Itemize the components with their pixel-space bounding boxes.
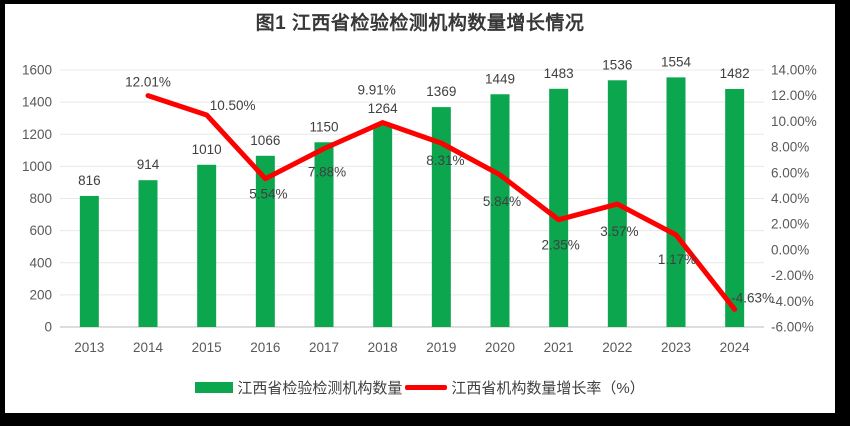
chart-title: 图1 江西省检验检测机构数量增长情况 [255,13,585,34]
right-axis-tick-label: 6.00% [771,165,809,180]
bar-value-label: 1264 [368,101,399,116]
bar-value-label: 1066 [250,133,280,148]
right-axis-tick-label: 0.00% [771,242,809,257]
right-axis-tick-label: 4.00% [771,191,809,206]
bar-2021 [549,88,569,327]
growth-rate-label: 8.31% [426,153,464,168]
growth-rate-label: 5.84% [483,194,521,209]
bar-value-label: 1010 [192,142,222,157]
growth-rate-label: 10.50% [210,98,256,113]
x-axis-tick-label: 2019 [426,340,456,355]
bar-value-label: 1554 [661,54,692,69]
right-axis-tick-label: -6.00% [771,320,814,335]
growth-rate-label: 9.91% [358,83,396,98]
bar-2018 [373,123,393,327]
x-axis-tick-label: 2023 [661,340,691,355]
growth-rate-label: 1.17% [658,252,696,267]
bar-value-label: 1482 [720,66,750,81]
x-axis-tick-label: 2018 [368,340,398,355]
bar-series-swatch [195,382,234,393]
left-axis-tick-label: 600 [29,223,52,238]
x-axis-tick-label: 2022 [602,340,632,355]
bar-series-label: 江西省检验检测机构数量 [237,380,403,397]
x-axis-tick-label: 2014 [133,340,164,355]
left-axis-tick-label: 1000 [22,159,52,174]
growth-rate-line [145,93,738,312]
bar-2024 [725,88,745,327]
bar-2019 [431,107,451,328]
left-axis-tick-label: 1600 [22,63,52,78]
left-axis-tick-label: 200 [29,287,52,302]
right-axis-tick-label: -4.00% [771,294,814,309]
x-axis-tick-label: 2015 [192,340,222,355]
x-axis-tick-label: 2013 [74,340,104,355]
line-series-swatch [405,385,448,390]
growth-rate-label: 5.54% [249,187,287,202]
bar-2014 [138,180,158,327]
right-axis-tick-label: 2.00% [771,217,809,232]
bar-value-label: 1449 [485,71,515,86]
right-axis-tick-label: 10.00% [771,114,817,129]
right-axis-tick-label: -2.00% [771,268,814,283]
legend-item-line: 江西省机构数量增长率（%） [405,377,645,398]
bar-2013 [79,195,99,327]
x-axis-tick-label: 2017 [309,340,339,355]
bar-value-label: 1369 [426,84,456,99]
left-axis-tick-label: 0 [44,320,52,335]
line-series-label: 江西省机构数量增长率（%） [451,380,645,397]
bar-value-label: 914 [137,157,160,172]
bar-2017 [314,142,334,327]
growth-rate-label: 7.88% [308,165,346,180]
bar-value-label: 1483 [544,66,574,81]
right-axis-tick-label: 12.00% [771,88,817,103]
legend-item-bars: 江西省检验检测机构数量 [195,377,402,398]
left-axis-tick-label: 400 [29,255,52,270]
growth-rate-label: 12.01% [125,75,171,90]
left-axis-tick-label: 1200 [22,127,52,142]
right-axis-tick-label: 14.00% [771,63,817,78]
x-axis-tick-label: 2024 [720,340,751,355]
legend: 江西省检验检测机构数量 江西省机构数量增长率（%） [5,377,835,398]
growth-rate-label: -4.63% [731,290,774,305]
growth-rate-label: 2.35% [542,238,580,253]
x-axis-tick-label: 2020 [485,340,515,355]
bar-value-label: 816 [78,173,101,188]
growth-rate-label: 3.57% [600,224,638,239]
left-axis-tick-label: 800 [29,191,52,206]
bar-2023 [666,77,686,327]
right-axis-tick-label: 8.00% [771,140,809,155]
bar-value-label: 1536 [602,57,632,72]
x-axis-tick-label: 2016 [250,340,280,355]
bar-2016 [255,155,275,327]
bar-value-label: 1150 [309,119,338,134]
bar-2015 [197,164,217,327]
left-axis-tick-label: 1400 [22,95,52,110]
bar-2020 [490,94,510,328]
x-axis-tick-label: 2021 [544,340,574,355]
